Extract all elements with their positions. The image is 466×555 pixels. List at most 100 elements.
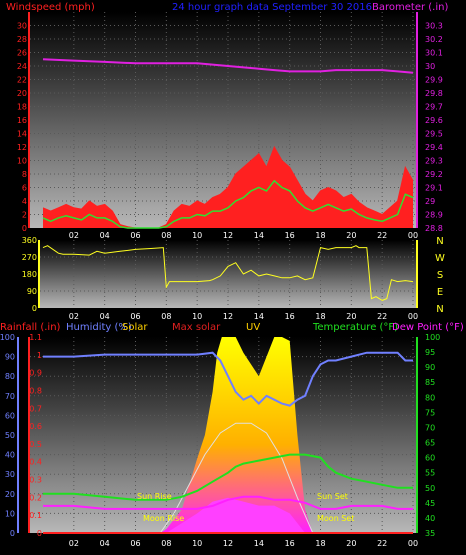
x-tick: 12 xyxy=(223,312,233,321)
solar-area xyxy=(160,337,313,533)
rain-y-tick: 0.6 xyxy=(29,422,42,431)
baro-y-tick: 30.2 xyxy=(425,35,443,44)
humidity-legend: Humidity (%) xyxy=(66,322,132,333)
baro-y-tick: 29.6 xyxy=(425,116,443,125)
x-tick: 08 xyxy=(161,231,171,240)
wind-y-tick: 0 xyxy=(22,224,27,233)
humidity-y-tick: 50 xyxy=(5,431,15,440)
compass-label: W xyxy=(435,253,445,264)
wind-y-tick: 14 xyxy=(17,130,27,139)
x-tick: 22 xyxy=(377,539,387,548)
temp-y-tick: 100 xyxy=(425,333,440,342)
baro-y-tick: 30.3 xyxy=(425,22,443,31)
wind-y-tick: 20 xyxy=(17,89,27,98)
rain-y-tick: 0.5 xyxy=(29,440,42,449)
baro-y-tick: 29.1 xyxy=(425,184,443,193)
x-tick: 20 xyxy=(346,539,356,548)
compass-label: N xyxy=(436,304,443,315)
x-tick: 10 xyxy=(192,539,202,548)
moonrise-label: Moon Rise xyxy=(143,514,184,523)
solar-legend: Solar xyxy=(122,322,148,333)
temp-y-tick: 85 xyxy=(425,378,435,387)
temp-y-tick: 60 xyxy=(425,454,435,463)
wind-y-tick: 28 xyxy=(17,35,27,44)
wind-y-tick: 12 xyxy=(17,143,27,152)
wind-y-tick: 26 xyxy=(17,49,27,58)
x-tick: 18 xyxy=(315,312,325,321)
x-tick: 16 xyxy=(285,312,295,321)
temp-y-tick: 55 xyxy=(425,469,435,478)
x-tick: 16 xyxy=(285,539,295,548)
x-tick: 00 xyxy=(408,539,418,548)
uv-area xyxy=(166,497,306,533)
rain-y-tick: 1 xyxy=(37,351,42,360)
dir-y-tick: 180 xyxy=(22,270,37,279)
x-tick: 06 xyxy=(130,231,140,240)
wind-y-tick: 18 xyxy=(17,103,27,112)
rain-y-tick: 0.8 xyxy=(29,386,42,395)
humidity-y-tick: 20 xyxy=(5,490,15,499)
x-tick: 04 xyxy=(100,231,110,240)
rain-y-tick: 0 xyxy=(37,529,42,538)
x-tick: 10 xyxy=(192,312,202,321)
temp-y-tick: 95 xyxy=(425,348,435,357)
x-tick: 02 xyxy=(69,231,79,240)
x-tick: 08 xyxy=(161,312,171,321)
humidity-y-tick: 100 xyxy=(0,333,15,342)
wind-y-tick: 30 xyxy=(17,22,27,31)
rain-y-tick: 0.7 xyxy=(29,404,42,413)
panel1-series xyxy=(42,58,414,229)
baro-y-tick: 30 xyxy=(425,62,435,71)
dewpoint-line xyxy=(43,495,413,510)
temp-y-tick: 80 xyxy=(425,393,435,402)
temp-y-tick: 50 xyxy=(425,484,435,493)
baro-y-tick: 29.7 xyxy=(425,103,443,112)
maxsolar-line xyxy=(159,422,314,534)
x-tick: 16 xyxy=(285,231,295,240)
x-tick: 18 xyxy=(315,231,325,240)
temp-y-tick: 90 xyxy=(425,363,435,372)
humidity-line xyxy=(43,351,413,407)
gust-line xyxy=(42,179,414,229)
rain-y-tick: 0.3 xyxy=(29,476,42,485)
humidity-y-tick: 90 xyxy=(5,353,15,362)
humidity-y-tick: 70 xyxy=(5,392,15,401)
dir-y-tick: 270 xyxy=(22,253,37,262)
dir-y-tick: 360 xyxy=(22,236,37,245)
x-tick: 04 xyxy=(100,539,110,548)
direction-line xyxy=(42,245,414,301)
dewpoint-legend: Dew Point (°F) xyxy=(392,322,464,333)
temp-y-tick: 45 xyxy=(425,499,435,508)
rain-y-tick: 0.4 xyxy=(29,458,42,467)
temp-y-tick: 70 xyxy=(425,423,435,432)
x-tick: 14 xyxy=(254,231,264,240)
humidity-y-tick: 60 xyxy=(5,411,15,420)
baro-y-tick: 29.3 xyxy=(425,157,443,166)
tick-labels: 02468101214161820222426283028.828.92929.… xyxy=(0,12,445,548)
panel2-series xyxy=(42,245,414,301)
x-tick: 22 xyxy=(377,312,387,321)
x-tick: 14 xyxy=(254,539,264,548)
baro-y-tick: 29.4 xyxy=(425,143,443,152)
chart-title: 24 hour graph data September 30 2016 xyxy=(172,2,372,13)
x-tick: 02 xyxy=(69,312,79,321)
windspeed-axis-label: Windspeed (mph) xyxy=(6,2,95,13)
sunrise-label: Sun Rise xyxy=(137,492,172,501)
temp-y-tick: 65 xyxy=(425,439,435,448)
humidity-y-tick: 30 xyxy=(5,470,15,479)
rain-y-tick: 0.9 xyxy=(29,369,42,378)
x-tick: 06 xyxy=(130,539,140,548)
dir-y-tick: 0 xyxy=(32,304,37,313)
barometer-axis-label: Barometer (.in) xyxy=(372,2,448,13)
wind-y-tick: 6 xyxy=(22,184,27,193)
wind-y-tick: 2 xyxy=(22,211,27,220)
windspeed-line xyxy=(42,145,414,229)
sunset-label: Sun Set xyxy=(317,492,348,501)
temp-y-tick: 35 xyxy=(425,529,435,538)
baro-y-tick: 28.9 xyxy=(425,211,443,220)
x-tick: 04 xyxy=(100,312,110,321)
dir-y-tick: 90 xyxy=(27,287,37,296)
x-tick: 06 xyxy=(130,312,140,321)
compass-label: E xyxy=(437,287,443,298)
temp-y-tick: 40 xyxy=(425,514,435,523)
